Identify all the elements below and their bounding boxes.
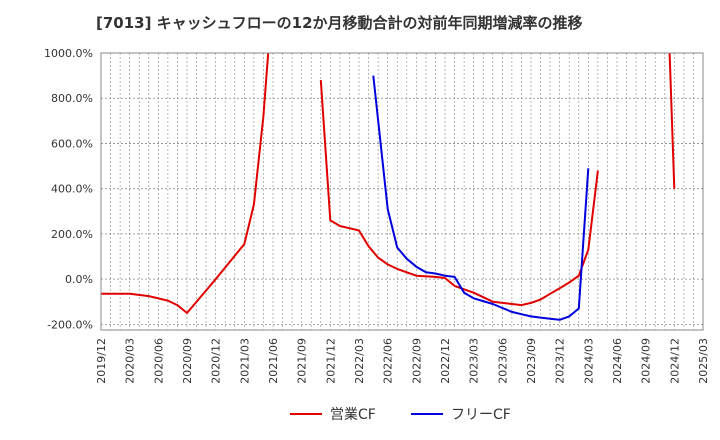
x-tick-label: 2020/09 [181,338,194,384]
x-tick-label: 2020/12 [210,338,223,384]
x-tick-label: 2024/03 [582,338,595,384]
series-line-operating-cf [319,80,599,307]
x-tick-label: 2021/12 [324,338,337,384]
series-layer [101,53,676,321]
series-line-free-cf [372,75,590,321]
x-tick-label: 2024/06 [611,338,624,384]
legend: 営業CF フリーCF [290,407,511,423]
chart-title: [7013] キャッシュフローの12か月移動合計の対前年同期増減率の推移 [96,14,583,32]
y-tick-label: 200.0% [51,228,93,241]
legend-label: フリーCF [451,407,511,423]
x-tick-label: 2023/03 [468,338,481,384]
y-tick-label: 600.0% [51,137,93,150]
x-tick-label: 2021/03 [238,338,251,384]
x-tick-label: 2022/03 [353,338,366,384]
x-tick-label: 2019/12 [95,338,108,384]
x-tick-label: 2021/09 [296,338,309,384]
y-tick-label: -200.0% [47,318,93,331]
y-tick-label: 800.0% [51,92,93,105]
x-tick-label: 2023/09 [525,338,538,384]
y-tick-label: 400.0% [51,183,93,196]
x-tick-label: 2024/09 [640,338,653,384]
x-tick-label: 2023/06 [496,338,509,384]
x-tick-label: 2025/03 [697,338,710,384]
y-tick-label: 0.0% [65,273,93,286]
plot-frame [100,52,704,331]
x-tick-label: 2022/12 [439,338,452,384]
axes: -200.0% 0.0% 200.0% 400.0% 600.0% 800.0% 1000.… [44,47,710,384]
x-tick-label: 2021/06 [267,338,280,384]
x-tick-label: 2023/12 [554,338,567,384]
x-tick-label: 2020/03 [124,338,137,384]
x-tick-label: 2020/06 [152,338,165,384]
x-tick-label: 2022/09 [410,338,423,384]
legend-label: 営業CF [330,407,376,423]
series-line-operating-cf [668,53,676,189]
grid [101,52,703,330]
series-line-operating-cf [101,53,270,314]
x-tick-label: 2024/12 [668,338,681,384]
x-tick-label: 2022/06 [382,338,395,384]
y-tick-label: 1000.0% [44,47,93,60]
